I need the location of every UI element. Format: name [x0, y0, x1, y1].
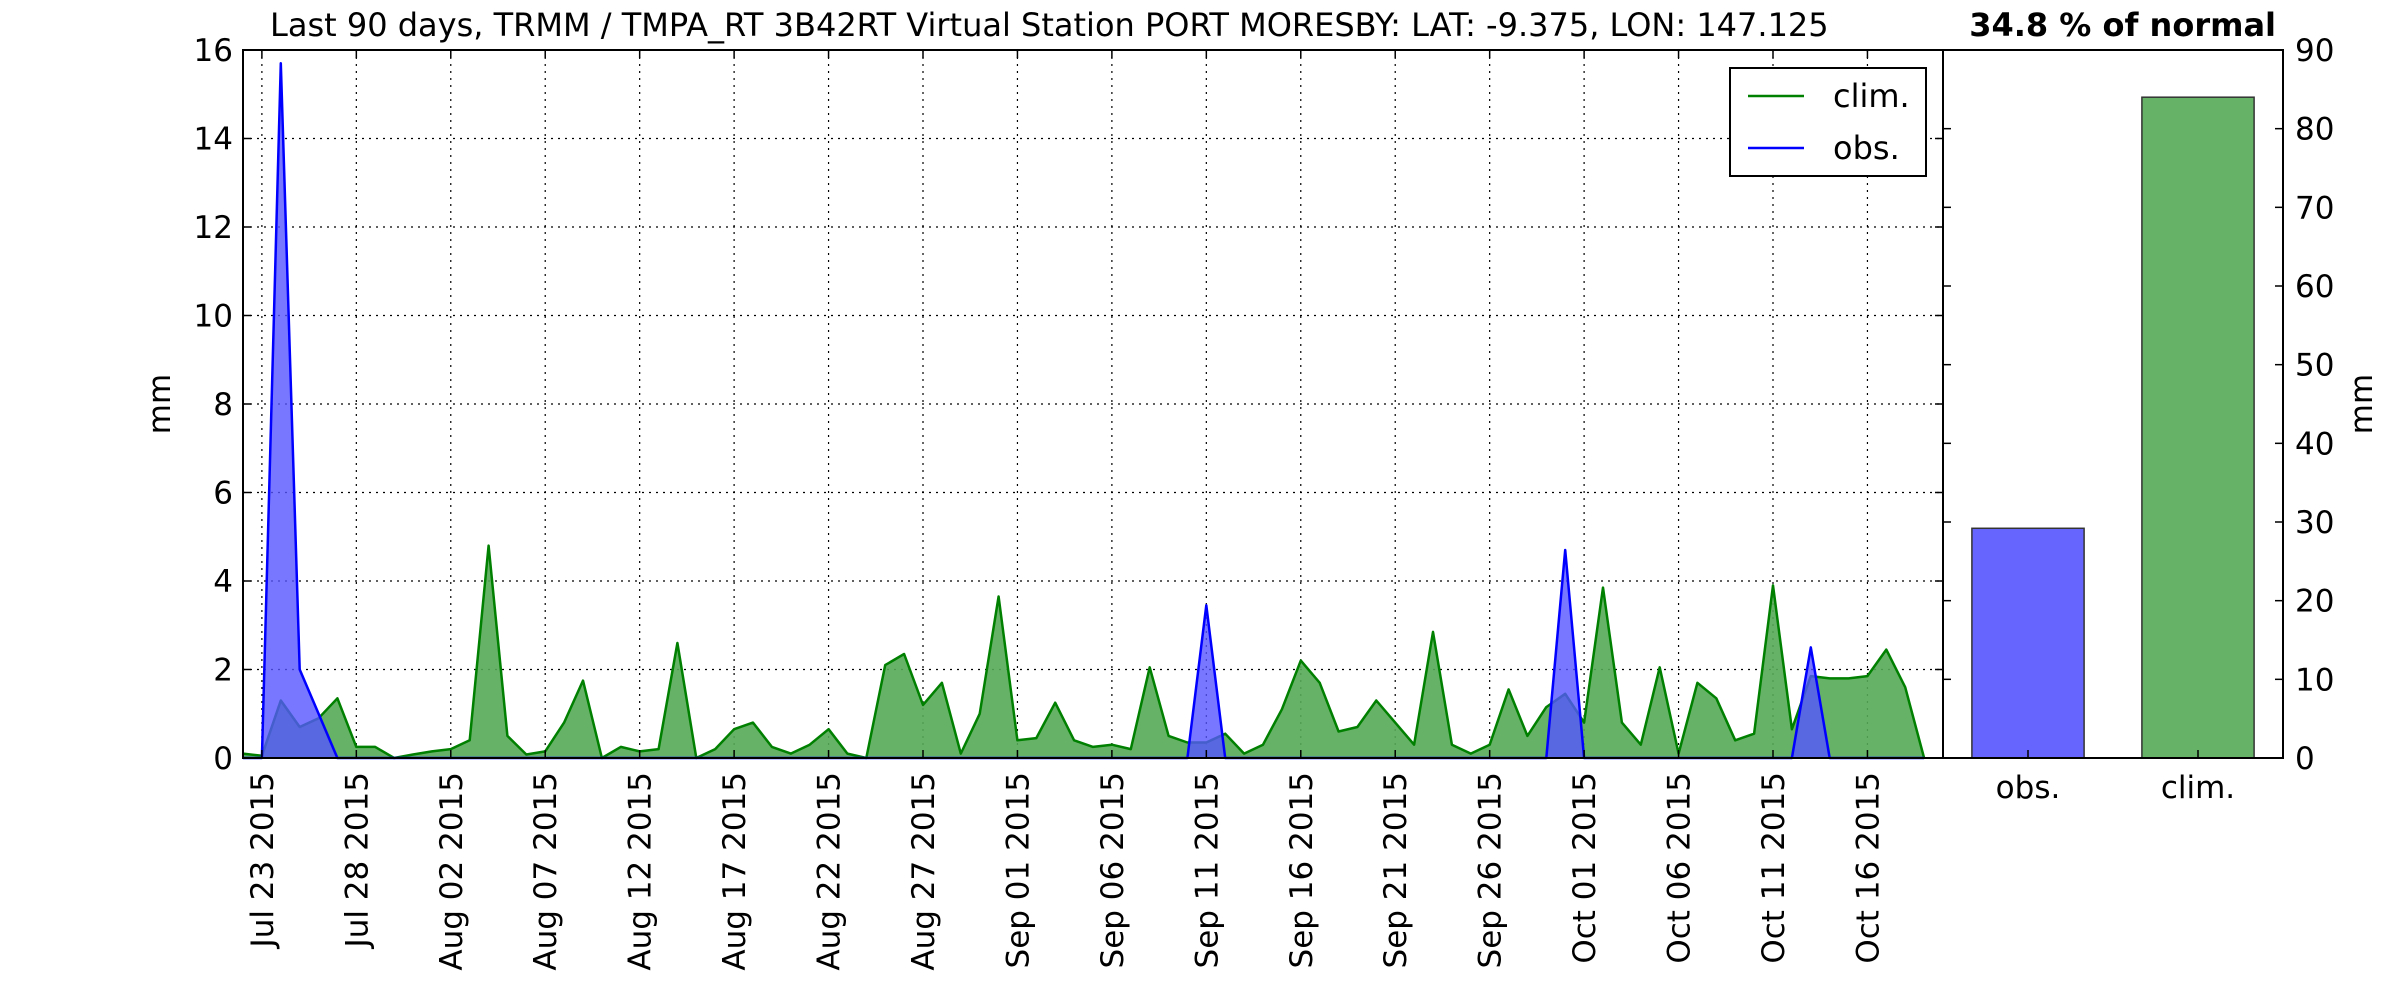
bar-panel: 0 10 20 30 40 50 60 70 80 90 obs. clim. mm: [1942, 33, 2380, 806]
x-tick-label: Sep 01 2015: [1000, 772, 1036, 968]
bar-bars: [1971, 96, 2255, 759]
y-tick-label: 6: [213, 476, 233, 512]
y-tick-label: 12: [194, 210, 233, 246]
bar-y-tick-label: 20: [2295, 584, 2334, 620]
bar-y-tick-label: 70: [2295, 190, 2334, 226]
legend-box: [1729, 67, 1927, 177]
x-tick-label: Jul 28 2015: [339, 772, 375, 949]
x-tick-label: Sep 11 2015: [1189, 772, 1225, 968]
bar-x-tick-label: clim.: [2161, 770, 2235, 806]
percent-of-normal-title: 34.8 % of normal: [1969, 6, 2276, 44]
x-tick-label: Sep 06 2015: [1095, 772, 1131, 968]
bar-y-axis-label: mm: [2344, 374, 2380, 434]
x-tick-label: Aug 07 2015: [528, 772, 564, 971]
x-tick-label: Aug 27 2015: [906, 772, 942, 971]
x-tick-label: Aug 17 2015: [717, 772, 753, 971]
bar-clim: [2141, 96, 2255, 759]
bar-y-tick-label: 80: [2295, 112, 2334, 148]
x-tick-label: Jul 23 2015: [245, 772, 281, 949]
bar-y-ticks: 0 10 20 30 40 50 60 70 80 90: [1943, 33, 2334, 777]
bar-x-ticks: obs. clim.: [1996, 750, 2235, 806]
legend-label-obs: obs.: [1833, 129, 1900, 167]
bar-frame: [1942, 49, 2284, 759]
y-tick-label: 10: [194, 299, 233, 335]
legend-label-clim: clim.: [1833, 77, 1910, 115]
x-tick-label: Aug 12 2015: [623, 772, 659, 971]
bar-y-tick-label: 90: [2295, 33, 2334, 69]
x-tick-label: Sep 21 2015: [1378, 772, 1414, 968]
bar-y-tick-label: 0: [2295, 741, 2315, 777]
x-tick-label: Sep 26 2015: [1473, 772, 1509, 968]
x-tick-label: Oct 16 2015: [1850, 772, 1886, 964]
x-tick-label: Oct 11 2015: [1756, 772, 1792, 964]
bar-obs: [1971, 527, 2085, 759]
y-tick-label: 14: [194, 122, 233, 158]
bar-x-tick-label: obs.: [1996, 770, 2061, 806]
series-line-clim: [242, 544, 1926, 760]
y-tick-label: 4: [213, 564, 233, 600]
timeseries-x-ticks: Jul 23 2015 Jul 28 2015 Aug 02 2015 Aug 07 …: [245, 50, 1886, 971]
bar-y-tick-label: 30: [2295, 505, 2334, 541]
y-tick-label: 2: [213, 653, 233, 689]
x-tick-label: Aug 22 2015: [812, 772, 848, 971]
chart-title: Last 90 days, TRMM / TMPA_RT 3B42RT Virt…: [270, 6, 1829, 44]
y-tick-label: 0: [213, 741, 233, 777]
bar-y-tick-label: 40: [2295, 426, 2334, 462]
bar-y-tick-label: 10: [2295, 662, 2334, 698]
x-tick-label: Aug 02 2015: [434, 772, 470, 971]
timeseries-panel: 0 2 4 6 8 10 12 14 16 Jul 23 2015 Jul 28 2015 Aug …: [142, 33, 1944, 971]
x-tick-label: Oct 06 2015: [1662, 772, 1698, 964]
legend: clim. obs.: [1729, 67, 1927, 177]
x-tick-label: Oct 01 2015: [1567, 772, 1603, 964]
x-tick-label: Sep 16 2015: [1284, 772, 1320, 968]
timeseries-y-ticks: 0 2 4 6 8 10 12 14 16: [194, 33, 1943, 777]
timeseries-y-axis-label: mm: [142, 374, 178, 434]
bar-y-tick-label: 50: [2295, 348, 2334, 384]
y-tick-label: 16: [194, 33, 233, 69]
bar-y-tick-label: 60: [2295, 269, 2334, 305]
y-tick-label: 8: [213, 387, 233, 423]
